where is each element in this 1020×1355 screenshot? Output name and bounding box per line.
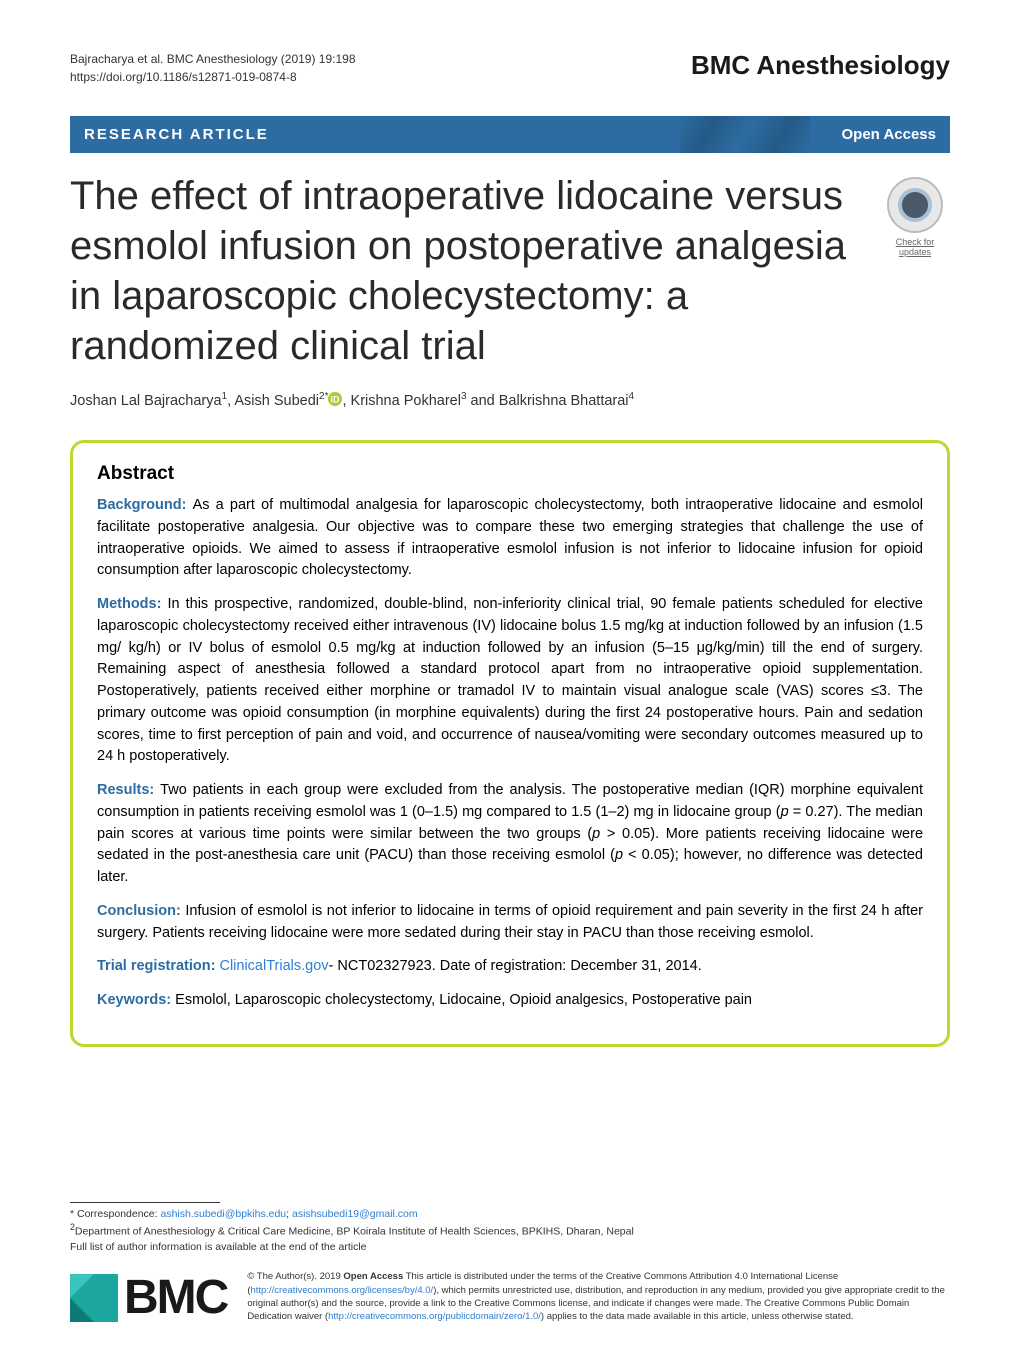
doi-text: https://doi.org/10.1186/s12871-019-0874-… xyxy=(70,68,356,86)
cc-waiver-link[interactable]: http://creativecommons.org/publicdomain/… xyxy=(328,1311,541,1322)
abstract-section-body: In this prospective, randomized, double-… xyxy=(97,596,923,764)
title-row: The effect of intraoperative lidocaine v… xyxy=(70,171,950,371)
abstract-section-label: Trial registration: xyxy=(97,958,219,974)
abstract-section-body: ClinicalTrials.gov- NCT02327923. Date of… xyxy=(219,958,701,974)
abstract-section-label: Conclusion: xyxy=(97,903,185,919)
crossmark-badge-icon xyxy=(887,177,943,233)
header-meta-row: Bajracharya et al. BMC Anesthesiology (2… xyxy=(70,50,950,86)
abstract-section-body: Esmolol, Laparoscopic cholecystectomy, L… xyxy=(175,992,752,1008)
check-updates-button[interactable]: Check for updates xyxy=(880,171,950,257)
abstract-section-body: As a part of multimodal analgesia for la… xyxy=(97,497,923,578)
article-title: The effect of intraoperative lidocaine v… xyxy=(70,171,880,371)
journal-logo: BMC Anesthesiology xyxy=(691,50,950,81)
correspondence-email-2[interactable]: asishsubedi19@gmail.com xyxy=(292,1208,418,1220)
abstract-section-label: Methods: xyxy=(97,596,167,612)
citation-block: Bajracharya et al. BMC Anesthesiology (2… xyxy=(70,50,356,86)
abstract-section-label: Results: xyxy=(97,782,160,798)
bmc-mark-icon xyxy=(70,1274,118,1322)
abstract-section-label: Keywords: xyxy=(97,992,175,1008)
abstract-box: Abstract Background: As a part of multim… xyxy=(70,440,950,1047)
article-type-label: RESEARCH ARTICLE xyxy=(84,126,269,143)
bmc-logo: BMC xyxy=(70,1270,227,1325)
abstract-section: Background: As a part of multimodal anal… xyxy=(97,495,923,582)
abstract-section: Methods: In this prospective, randomized… xyxy=(97,594,923,768)
abstract-section: Conclusion: Infusion of esmolol is not i… xyxy=(97,901,923,945)
correspondence-footer: * Correspondence: ashish.subedi@bpkihs.e… xyxy=(70,1202,950,1255)
authors-line: Joshan Lal Bajracharya1, Asish Subedi2*i… xyxy=(70,391,950,410)
bmc-logo-text: BMC xyxy=(124,1270,227,1325)
open-access-label: Open Access xyxy=(842,126,937,143)
trial-registry-link[interactable]: ClinicalTrials.gov xyxy=(219,958,328,974)
abstract-section: Keywords: Esmolol, Laparoscopic cholecys… xyxy=(97,990,923,1012)
correspondence-email-1[interactable]: ashish.subedi@bpkihs.edu xyxy=(160,1208,286,1220)
abstract-section-body: Infusion of esmolol is not inferior to l… xyxy=(97,903,923,941)
check-updates-label: Check for updates xyxy=(880,237,950,257)
license-row: BMC © The Author(s). 2019 Open Access Th… xyxy=(70,1270,950,1325)
full-list-text: Full list of author information is avail… xyxy=(70,1240,950,1255)
citation-text: Bajracharya et al. BMC Anesthesiology (2… xyxy=(70,50,356,68)
abstract-section: Trial registration: ClinicalTrials.gov- … xyxy=(97,956,923,978)
abstract-section-label: Background: xyxy=(97,497,193,513)
affiliation-text: Department of Anesthesiology & Critical … xyxy=(75,1226,634,1238)
article-type-bar: RESEARCH ARTICLE Open Access xyxy=(70,116,950,153)
footnote-rule xyxy=(70,1202,220,1203)
cc-license-link[interactable]: http://creativecommons.org/licenses/by/4… xyxy=(250,1285,433,1296)
abstract-section-body: Two patients in each group were excluded… xyxy=(97,782,923,885)
correspondence-label: * Correspondence: xyxy=(70,1208,160,1220)
abstract-section: Results: Two patients in each group were… xyxy=(97,780,923,889)
license-text: © The Author(s). 2019 Open Access This a… xyxy=(247,1270,950,1323)
svg-text:iD: iD xyxy=(331,395,341,405)
abstract-heading: Abstract xyxy=(97,463,923,485)
